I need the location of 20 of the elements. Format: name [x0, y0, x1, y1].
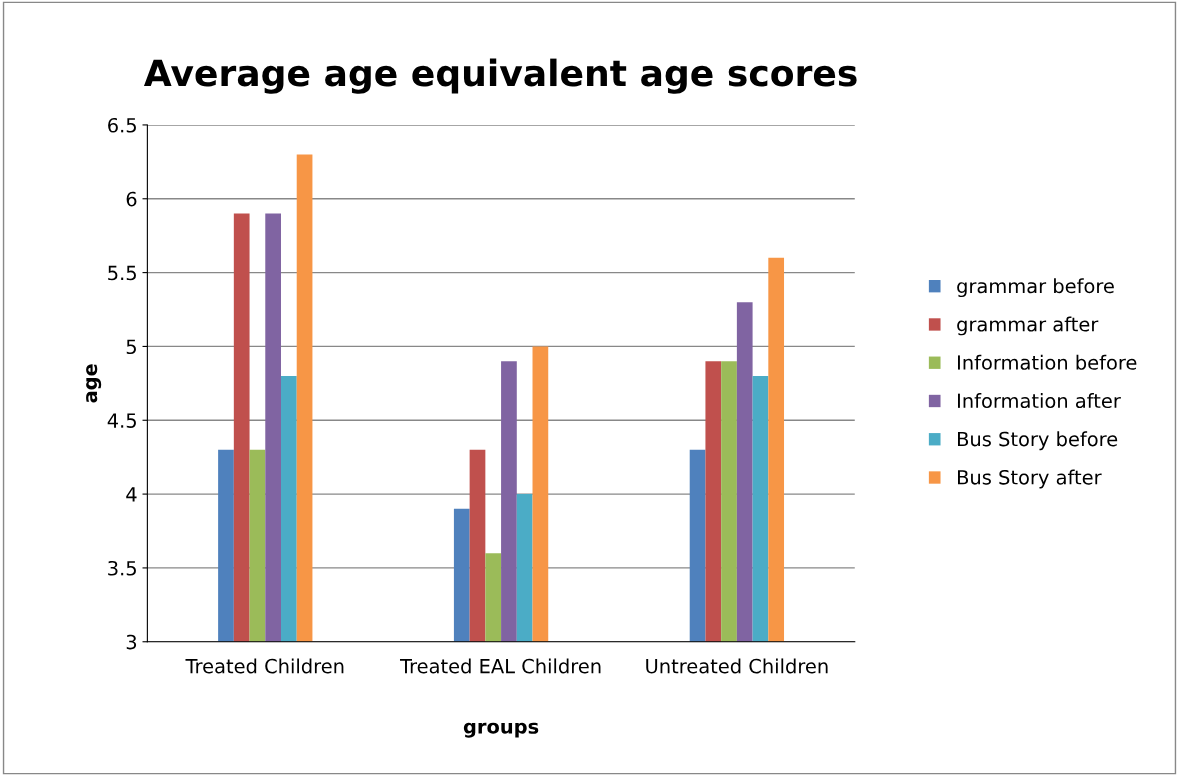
legend-label: Information after	[958, 393, 1121, 409]
y-tick-label: 4.5	[107, 413, 136, 428]
y-tick-label: 5	[126, 339, 136, 355]
x-axis-title: groups	[463, 722, 539, 738]
x-tick-label: Untreated Children	[646, 658, 828, 674]
legend-label: grammar before	[957, 278, 1114, 298]
y-tick-label: 4	[126, 487, 137, 502]
y-tick-label: 3	[126, 634, 137, 650]
y-tick-label: 6	[126, 191, 137, 207]
legend-label: Bus Story before	[958, 431, 1118, 451]
y-tick-label: 6.5	[108, 117, 136, 133]
legend-label: grammar after	[957, 316, 1099, 336]
y-tick-label: 3.5	[108, 560, 136, 576]
x-tick-label: Treated EAL Children	[399, 658, 601, 674]
legend-label: Bus Story after	[958, 469, 1102, 489]
x-tick-label: Treated Children	[185, 658, 344, 674]
y-axis-title: age	[86, 364, 102, 403]
y-tick-label: 5.5	[108, 265, 136, 281]
chart-title: Average age equivalent age scores	[143, 58, 857, 94]
legend-label: Information before	[958, 354, 1137, 370]
